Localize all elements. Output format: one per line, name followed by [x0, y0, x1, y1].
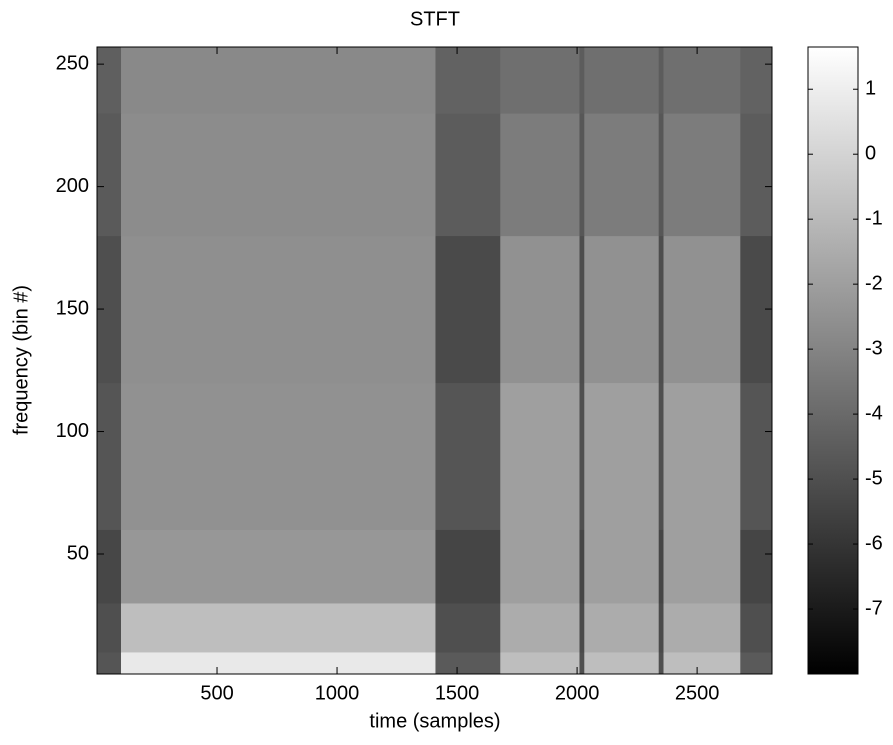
heatmap-cell: [579, 651, 585, 675]
heatmap-cell: [97, 47, 122, 114]
heatmap-cell: [500, 602, 580, 653]
heatmap-cell: [584, 235, 660, 384]
y-tick-label: 150: [56, 297, 89, 319]
heatmap-cell: [663, 602, 741, 653]
heatmap-cell: [500, 382, 580, 530]
heatmap-cell: [663, 235, 741, 384]
heatmap-cell: [500, 113, 580, 237]
x-tick-label: 2000: [555, 682, 600, 704]
colorbar-tick-label: -7: [865, 597, 883, 619]
heatmap-cell: [121, 113, 436, 237]
heatmap-cell: [658, 235, 665, 384]
heatmap-cell: [121, 651, 436, 675]
heatmap-cell: [658, 382, 665, 530]
heatmap-cell: [584, 113, 660, 237]
heatmap-cell: [579, 602, 585, 653]
heatmap-cell: [579, 113, 585, 237]
colorbar-tick-label: -4: [865, 402, 883, 424]
heatmap-cell: [663, 113, 741, 237]
x-tick-label: 500: [200, 682, 233, 704]
y-tick-label: 50: [67, 542, 89, 564]
heatmap-cell: [121, 47, 436, 114]
x-tick-label: 1000: [315, 682, 360, 704]
heatmap-cell: [663, 382, 741, 530]
colorbar-tick-label: 1: [865, 78, 876, 100]
heatmap-cell: [500, 235, 580, 384]
heatmap-cell: [658, 47, 665, 114]
y-axis-label: frequency (bin #): [10, 285, 32, 435]
heatmap-cell: [435, 602, 501, 653]
heatmap-cell: [658, 602, 665, 653]
heatmap-cell: [121, 382, 436, 530]
heatmap-cell: [579, 47, 585, 114]
x-axis-label: time (samples): [369, 710, 500, 732]
heatmap-cell: [121, 235, 436, 384]
heatmap-cell: [740, 382, 773, 530]
y-tick-label: 250: [56, 52, 89, 74]
heatmap-cell: [740, 651, 773, 675]
colorbar-frame: [807, 46, 859, 675]
plot-frame: [96, 46, 773, 675]
heatmap-cell: [584, 382, 660, 530]
y-tick-label: 200: [56, 175, 89, 197]
heatmap-cell: [97, 602, 122, 653]
heatmap-cell: [97, 113, 122, 237]
heatmap-cell: [97, 382, 122, 530]
heatmap-cell: [584, 529, 660, 604]
chart-title: STFT: [410, 8, 460, 30]
heatmap-cell: [740, 529, 773, 604]
heatmap-cell: [584, 47, 660, 114]
heatmap-cell: [97, 651, 122, 675]
heatmap-cell: [121, 529, 436, 604]
heatmap-cell: [579, 235, 585, 384]
y-tick-label: 100: [56, 420, 89, 442]
heatmap-cell: [663, 651, 741, 675]
heatmap-cell: [584, 602, 660, 653]
heatmap-cell: [740, 47, 773, 114]
heatmap-cell: [435, 113, 501, 237]
heatmap-cell: [658, 651, 665, 675]
heatmap-cell: [97, 529, 122, 604]
heatmap-cell: [435, 47, 501, 114]
heatmap-cell: [121, 602, 436, 653]
heatmap-cell: [658, 113, 665, 237]
heatmap-cell: [500, 47, 580, 114]
colorbar-tick-label: -1: [865, 207, 883, 229]
heatmap-cell: [584, 651, 660, 675]
heatmap-cell: [500, 651, 580, 675]
heatmap-cell: [658, 529, 665, 604]
heatmap-cell: [435, 382, 501, 530]
heatmap-cell: [435, 235, 501, 384]
colorbar-tick-label: -2: [865, 272, 883, 294]
colorbar: [808, 47, 858, 674]
heatmap-cell: [740, 602, 773, 653]
heatmap-cell: [740, 113, 773, 237]
heatmap-cell: [435, 651, 501, 675]
x-tick-label: 2500: [675, 682, 720, 704]
heatmap-cell: [663, 47, 741, 114]
colorbar-tick-label: -5: [865, 467, 883, 489]
colorbar-tick-label: -6: [865, 532, 883, 554]
heatmap-cell: [579, 382, 585, 530]
colorbar-tick-label: 0: [865, 142, 876, 164]
x-tick-label: 1500: [435, 682, 480, 704]
heatmap: [97, 47, 773, 675]
heatmap-cell: [663, 529, 741, 604]
colorbar-tick-label: -3: [865, 337, 883, 359]
heatmap-cell: [579, 529, 585, 604]
heatmap-cell: [500, 529, 580, 604]
heatmap-cell: [435, 529, 501, 604]
